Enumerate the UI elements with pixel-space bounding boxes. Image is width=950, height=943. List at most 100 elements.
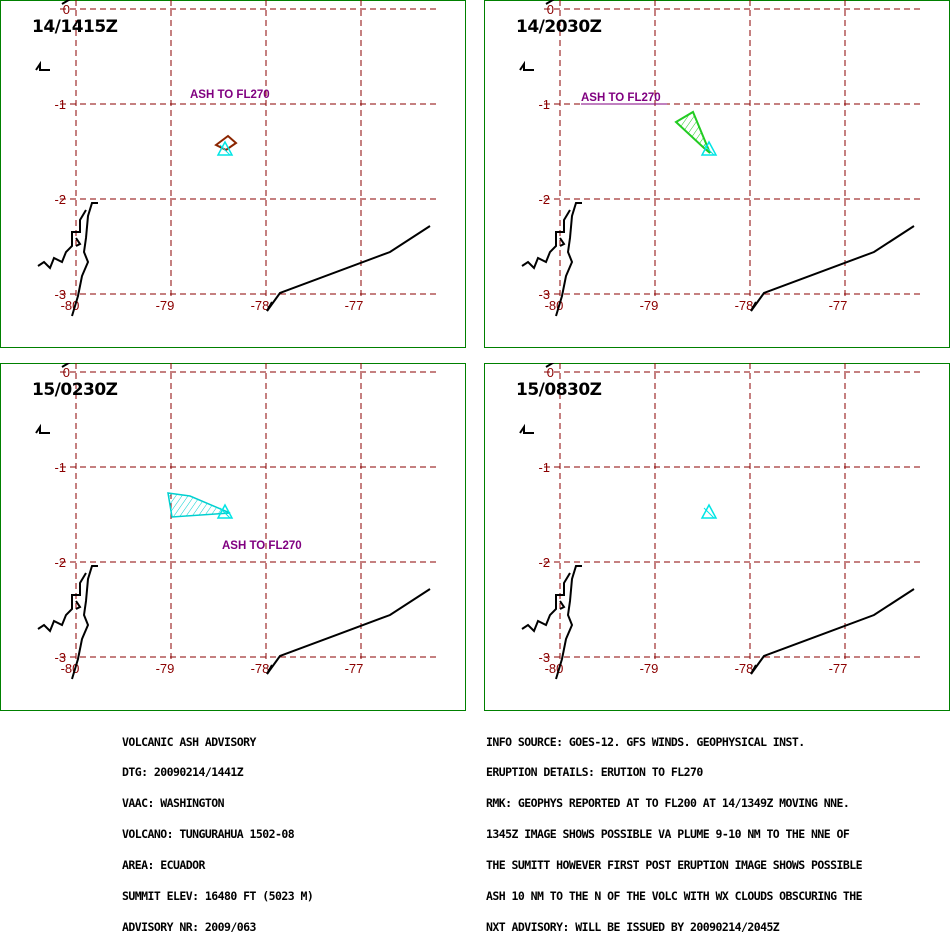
ridge-line <box>750 664 757 675</box>
lat-label: 0 <box>547 365 554 380</box>
lat-label: -3 <box>54 650 66 665</box>
coastline <box>545 0 555 5</box>
lon-label: -79 <box>640 661 659 676</box>
coastline <box>71 202 98 317</box>
coastline <box>35 60 50 71</box>
advisory-line: 1345Z IMAGE SHOWS POSSIBLE VA PLUME 9-10… <box>486 827 850 842</box>
advisory-line: VOLCANIC ASH ADVISORY <box>122 734 256 749</box>
coastline <box>37 209 87 270</box>
lon-label: -78 <box>251 661 270 676</box>
panel-frame <box>484 363 950 711</box>
panel-frame <box>0 363 466 711</box>
lat-label: 0 <box>547 2 554 17</box>
advisory-line: VOLCANO: TUNGURAHUA 1502-08 <box>122 827 295 842</box>
lon-label: -78 <box>735 298 754 313</box>
coastline <box>519 60 534 71</box>
ash-label: ASH TO FL270 <box>581 92 661 104</box>
advisory-line: THE SUMITT HOWEVER FIRST POST ERUPTION I… <box>486 858 863 873</box>
ash-label: ASH TO FL270 <box>190 89 270 101</box>
lat-label: 0 <box>63 2 70 17</box>
volcano-icon <box>216 503 234 519</box>
advisory-line: DTG: 20090214/1441Z <box>122 765 244 780</box>
advisory-line: VAAC: WASHINGTON <box>122 796 225 811</box>
panel-frame <box>484 0 950 348</box>
coastline <box>545 363 555 368</box>
lat-label: -2 <box>54 192 66 207</box>
panel-frame <box>0 0 466 348</box>
ridge-line <box>750 301 757 312</box>
advisory-line: INFO SOURCE: GOES-12. GFS WINDS. GEOPHYS… <box>486 734 805 749</box>
map-canvas: 0-1-2-3-80 -79 -78 -77 <box>484 363 950 711</box>
lon-label: -77 <box>345 661 364 676</box>
panel-time: 15/0830Z <box>516 380 602 400</box>
lon-label: -79 <box>156 298 175 313</box>
lat-label: -2 <box>54 555 66 570</box>
ridge-line <box>266 588 431 675</box>
advisory-line: RMK: GEOPHYS REPORTED AT TO FL200 AT 14/… <box>486 796 850 811</box>
ridge-line <box>266 225 431 312</box>
advisory-line: NXT ADVISORY: WILL BE ISSUED BY 20090214… <box>486 919 780 934</box>
coastline <box>61 0 71 5</box>
coastline <box>559 600 566 610</box>
lat-label: -1 <box>538 97 550 112</box>
lat-label: -1 <box>54 97 66 112</box>
ridge-line <box>266 301 273 312</box>
lat-label: -2 <box>538 555 550 570</box>
advisory-summary: VOLCANIC ASH ADVISORY DTG: 20090214/1441… <box>122 716 314 943</box>
panel-time: 14/1415Z <box>32 17 118 37</box>
lat-label: -3 <box>538 650 550 665</box>
ridge-line <box>266 664 273 675</box>
lon-label: -79 <box>156 661 175 676</box>
map-panel-2: 0 -1 -2 -3 -80 -79 -78 -77 ASH TO FL270 14/2030Z <box>484 0 950 348</box>
lon-label: -78 <box>735 661 754 676</box>
coastline <box>35 423 50 434</box>
advisory-line: ERUPTION DETAILS: ERUTION TO FL270 <box>486 765 703 780</box>
coastline <box>521 572 571 633</box>
lon-label: -77 <box>829 661 848 676</box>
ridge-line <box>750 588 915 675</box>
lat-label: 0 <box>63 365 70 380</box>
ash-polygon <box>674 110 711 154</box>
volcano-icon <box>219 144 231 156</box>
volcano-icon <box>216 140 234 156</box>
coastline <box>61 363 71 368</box>
volcano-icon <box>700 140 718 156</box>
lat-label: -3 <box>54 287 66 302</box>
coastline <box>521 209 571 270</box>
coastline <box>555 565 582 680</box>
lat-label: -1 <box>538 460 550 475</box>
advisory-line: SUMMIT ELEV: 16480 FT (5023 M) <box>122 889 314 904</box>
panel-time: 15/0230Z <box>32 380 118 400</box>
coastline <box>555 202 582 317</box>
map-panel-4: 0 -1 -2 -3 -80 -79 -78 -77 15/0830Z <box>484 363 950 711</box>
advisory-line: AREA: ECUADOR <box>122 858 205 873</box>
advisory-line: ADVISORY NR: 2009/063 <box>122 919 256 934</box>
coastline <box>75 600 82 610</box>
coastline <box>559 237 566 247</box>
volcano-icon <box>703 507 715 519</box>
volcano-icon <box>219 507 231 519</box>
lon-label: -79 <box>640 298 659 313</box>
lon-label: -78 <box>251 298 270 313</box>
lat-label: -1 <box>54 460 66 475</box>
volcano-icon <box>700 503 718 519</box>
coastline <box>71 565 98 680</box>
lat-label: -3 <box>538 287 550 302</box>
coastline <box>37 572 87 633</box>
lon-label: -77 <box>829 298 848 313</box>
map-panel-3: 0 -1 -2 -3 -80 -79 -78 -77 ASH TO FL270 15/0230Z <box>0 363 466 711</box>
advisory-details: INFO SOURCE: GOES-12. GFS WINDS. GEOPHYS… <box>486 716 863 943</box>
volcano-icon <box>703 144 715 156</box>
coastline <box>75 237 82 247</box>
ash-label: ASH TO FL270 <box>222 540 302 552</box>
ridge-line <box>750 225 915 312</box>
map-panel-1: 0 -1 -2 -3 -80 -79 -78 -77 ASH TO FL270 14/1415Z <box>0 0 466 348</box>
lon-label: -77 <box>345 298 364 313</box>
coastline <box>519 423 534 434</box>
panel-time: 14/2030Z <box>516 17 602 37</box>
advisory-line: ASH 10 NM TO THE N OF THE VOLC WITH WX C… <box>486 889 863 904</box>
lat-label: -2 <box>538 192 550 207</box>
